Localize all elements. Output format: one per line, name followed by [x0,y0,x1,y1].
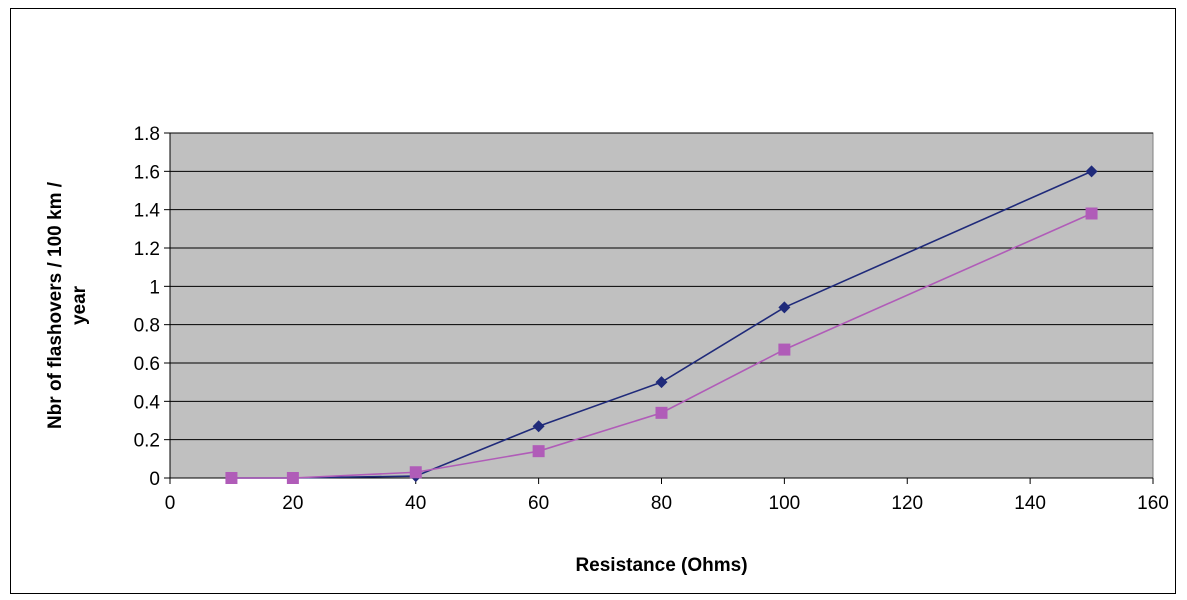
x-tick-label: 100 [769,493,801,514]
y-tick-label: 1 [149,277,160,298]
series-2-point [533,445,545,457]
series-2-point [410,466,422,478]
y-tick-label: 1.2 [134,239,160,260]
x-tick-label: 140 [1014,493,1046,514]
series-2-point [225,472,237,484]
x-tick-label: 120 [891,493,923,514]
x-tick-labels: 0 20 40 60 80 100 120 140 160 [165,493,1169,514]
plot-area [170,133,1153,478]
x-axis-title: Resistance (Ohms) [575,555,747,576]
y-tick-label: 0.8 [134,316,160,337]
y-tick-label: 0.4 [134,392,161,413]
y-axis-title-line-2: year [69,285,90,325]
y-axis-title-line-1: Nbr of flashovers / 100 km / [45,181,66,429]
y-tick-label: 0.2 [134,431,160,452]
y-tick-label: 1.4 [134,201,161,222]
y-tick-label: 1.6 [134,162,160,183]
x-tick-label: 0 [165,493,176,514]
y-tick-label: 0 [149,469,160,490]
series-2-point [778,344,790,356]
series-2-point [287,472,299,484]
y-axis-title: Nbr of flashovers / 100 km / year [45,181,90,429]
x-tick-label: 60 [528,493,549,514]
series-2-point [1086,208,1098,220]
x-tick-label: 20 [282,493,303,514]
x-tick-label: 40 [405,493,426,514]
y-tick-labels: 0 0.2 0.4 0.6 0.8 1 1.2 1.4 1.6 1.8 [134,124,161,490]
y-tick-label: 1.8 [134,124,160,145]
x-tick-label: 80 [651,493,672,514]
series-2-point [656,407,668,419]
x-tick-label: 160 [1137,493,1169,514]
y-tick-label: 0.6 [134,354,160,375]
